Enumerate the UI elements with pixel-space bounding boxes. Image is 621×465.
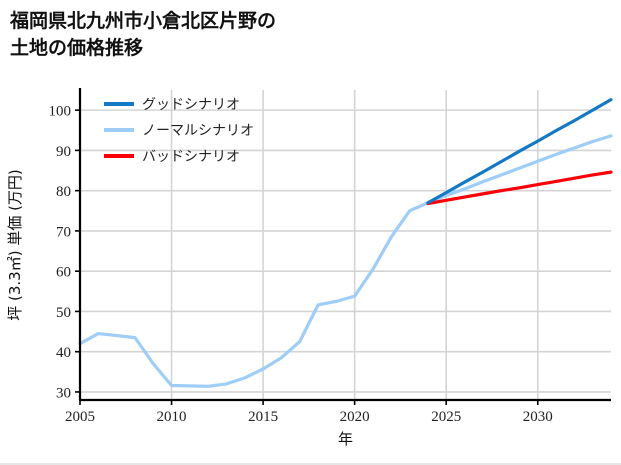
svg-text:80: 80	[56, 184, 71, 200]
svg-text:70: 70	[56, 224, 71, 240]
legend-label-1: ノーマルシナリオ	[142, 123, 254, 139]
y-axis-label: 坪 (3.3㎡) 単価 (万円)	[6, 169, 24, 321]
svg-text:30: 30	[56, 385, 71, 401]
plot-background	[80, 90, 611, 400]
chart-title: 福岡県北九州市小倉北区片野の 土地の価格推移	[10, 8, 430, 62]
legend-label-2: バッドシナリオ	[142, 149, 240, 165]
chart-title-line1: 福岡県北九州市小倉北区片野の	[10, 10, 277, 32]
svg-text:60: 60	[56, 265, 71, 281]
footer-divider	[0, 463, 621, 465]
svg-text:90: 90	[56, 144, 71, 160]
chart-title-line2: 土地の価格推移	[10, 37, 144, 59]
svg-text:100: 100	[49, 104, 72, 120]
svg-text:2025: 2025	[431, 409, 461, 425]
svg-text:2005: 2005	[65, 409, 95, 425]
y-axis-ticks: 30 40 50 60 70 80 90 100	[49, 104, 80, 401]
svg-text:2010: 2010	[157, 409, 187, 425]
data-series-layer	[78, 98, 613, 388]
x-axis-label: 年	[338, 430, 353, 448]
legend-label-0: グッドシナリオ	[142, 97, 240, 113]
svg-text:50: 50	[56, 305, 71, 321]
svg-text:40: 40	[56, 345, 71, 361]
x-axis-ticks: 2005 2010 2015 2020 2025 2030	[65, 400, 553, 425]
svg-text:2015: 2015	[248, 409, 278, 425]
svg-text:2030: 2030	[523, 409, 553, 425]
svg-text:2020: 2020	[340, 409, 370, 425]
